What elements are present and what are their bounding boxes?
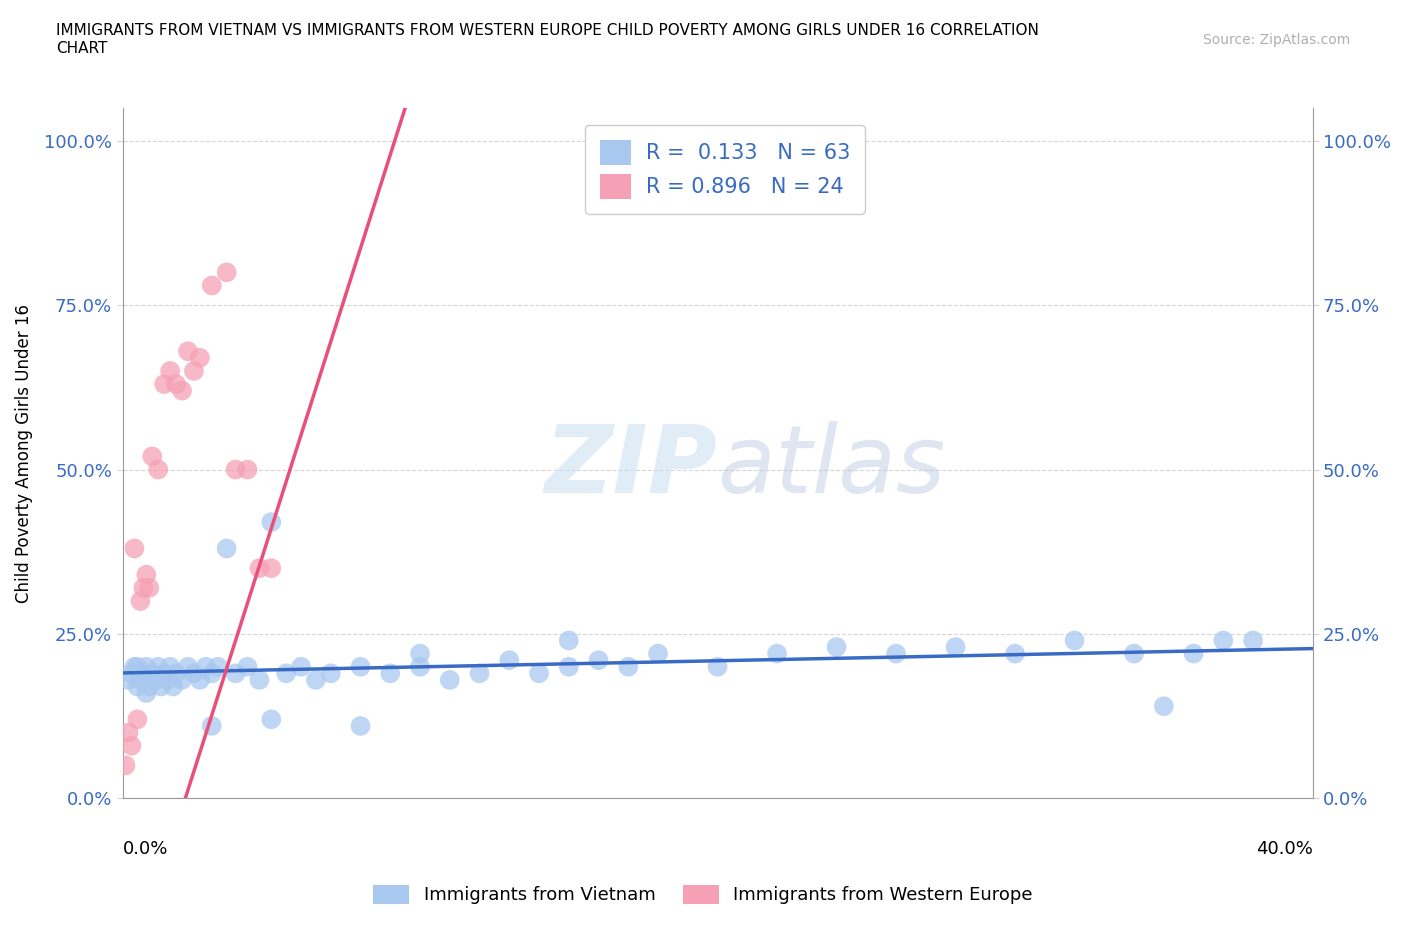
Point bbox=[260, 514, 283, 529]
Point bbox=[127, 711, 149, 726]
Text: atlas: atlas bbox=[717, 421, 946, 512]
Point bbox=[165, 377, 187, 392]
Text: 40.0%: 40.0% bbox=[1256, 840, 1313, 857]
Point bbox=[1063, 633, 1085, 648]
Text: ZIP: ZIP bbox=[544, 421, 717, 513]
Point bbox=[135, 659, 157, 674]
Point bbox=[124, 659, 146, 674]
Point bbox=[409, 646, 432, 661]
Point bbox=[617, 659, 640, 674]
Point bbox=[215, 265, 238, 280]
Point bbox=[183, 666, 205, 681]
Point bbox=[141, 449, 163, 464]
Point bbox=[188, 672, 211, 687]
Point bbox=[127, 679, 149, 694]
Point bbox=[141, 666, 163, 681]
Point bbox=[188, 351, 211, 365]
Point bbox=[135, 567, 157, 582]
Point bbox=[260, 711, 283, 726]
Point bbox=[170, 672, 193, 687]
Point bbox=[558, 633, 581, 648]
Point bbox=[236, 659, 259, 674]
Point bbox=[148, 462, 170, 477]
Point bbox=[132, 666, 155, 681]
Point bbox=[124, 541, 146, 556]
Legend: R =  0.133   N = 63, R = 0.896   N = 24: R = 0.133 N = 63, R = 0.896 N = 24 bbox=[585, 126, 865, 214]
Point bbox=[159, 659, 181, 674]
Point bbox=[349, 659, 371, 674]
Point bbox=[177, 344, 200, 359]
Text: IMMIGRANTS FROM VIETNAM VS IMMIGRANTS FROM WESTERN EUROPE CHILD POVERTY AMONG GI: IMMIGRANTS FROM VIETNAM VS IMMIGRANTS FR… bbox=[56, 23, 1039, 56]
Point bbox=[170, 383, 193, 398]
Point bbox=[117, 672, 139, 687]
Point bbox=[129, 672, 152, 687]
Point bbox=[138, 580, 160, 595]
Point bbox=[225, 666, 247, 681]
Point bbox=[319, 666, 342, 681]
Point bbox=[276, 666, 298, 681]
Y-axis label: Child Poverty Among Girls Under 16: Child Poverty Among Girls Under 16 bbox=[15, 303, 32, 603]
Point bbox=[380, 666, 402, 681]
Point bbox=[148, 659, 170, 674]
Point bbox=[132, 580, 155, 595]
Point bbox=[201, 719, 224, 734]
Point bbox=[1212, 633, 1234, 648]
Point bbox=[225, 462, 247, 477]
Point bbox=[129, 593, 152, 608]
Point bbox=[498, 653, 520, 668]
Point bbox=[439, 672, 461, 687]
Legend: Immigrants from Vietnam, Immigrants from Western Europe: Immigrants from Vietnam, Immigrants from… bbox=[366, 878, 1040, 911]
Point bbox=[409, 659, 432, 674]
Text: Source: ZipAtlas.com: Source: ZipAtlas.com bbox=[1202, 33, 1350, 46]
Point bbox=[159, 364, 181, 379]
Point bbox=[825, 640, 848, 655]
Point bbox=[260, 561, 283, 576]
Point bbox=[150, 679, 173, 694]
Point bbox=[1182, 646, 1205, 661]
Point bbox=[647, 646, 669, 661]
Point bbox=[138, 679, 160, 694]
Point bbox=[706, 659, 728, 674]
Point bbox=[162, 679, 184, 694]
Point bbox=[120, 738, 142, 753]
Point bbox=[558, 659, 581, 674]
Point bbox=[1153, 698, 1175, 713]
Point bbox=[884, 646, 907, 661]
Point bbox=[766, 646, 789, 661]
Point bbox=[165, 666, 187, 681]
Point bbox=[201, 278, 224, 293]
Point bbox=[1123, 646, 1146, 661]
Point bbox=[143, 672, 166, 687]
Point bbox=[349, 719, 371, 734]
Point bbox=[247, 561, 270, 576]
Point bbox=[135, 685, 157, 700]
Point bbox=[527, 666, 550, 681]
Point bbox=[183, 364, 205, 379]
Point bbox=[305, 672, 328, 687]
Point bbox=[114, 758, 136, 773]
Point bbox=[945, 640, 967, 655]
Point bbox=[153, 377, 176, 392]
Point bbox=[153, 666, 176, 681]
Point bbox=[290, 659, 312, 674]
Point bbox=[1241, 633, 1264, 648]
Point bbox=[588, 653, 610, 668]
Point bbox=[1004, 646, 1026, 661]
Text: 0.0%: 0.0% bbox=[122, 840, 167, 857]
Point bbox=[207, 659, 229, 674]
Point bbox=[468, 666, 491, 681]
Point bbox=[247, 672, 270, 687]
Point bbox=[215, 541, 238, 556]
Point bbox=[236, 462, 259, 477]
Point bbox=[177, 659, 200, 674]
Point bbox=[201, 666, 224, 681]
Point bbox=[156, 672, 179, 687]
Point bbox=[127, 659, 149, 674]
Point bbox=[120, 666, 142, 681]
Point bbox=[117, 725, 139, 740]
Point bbox=[194, 659, 217, 674]
